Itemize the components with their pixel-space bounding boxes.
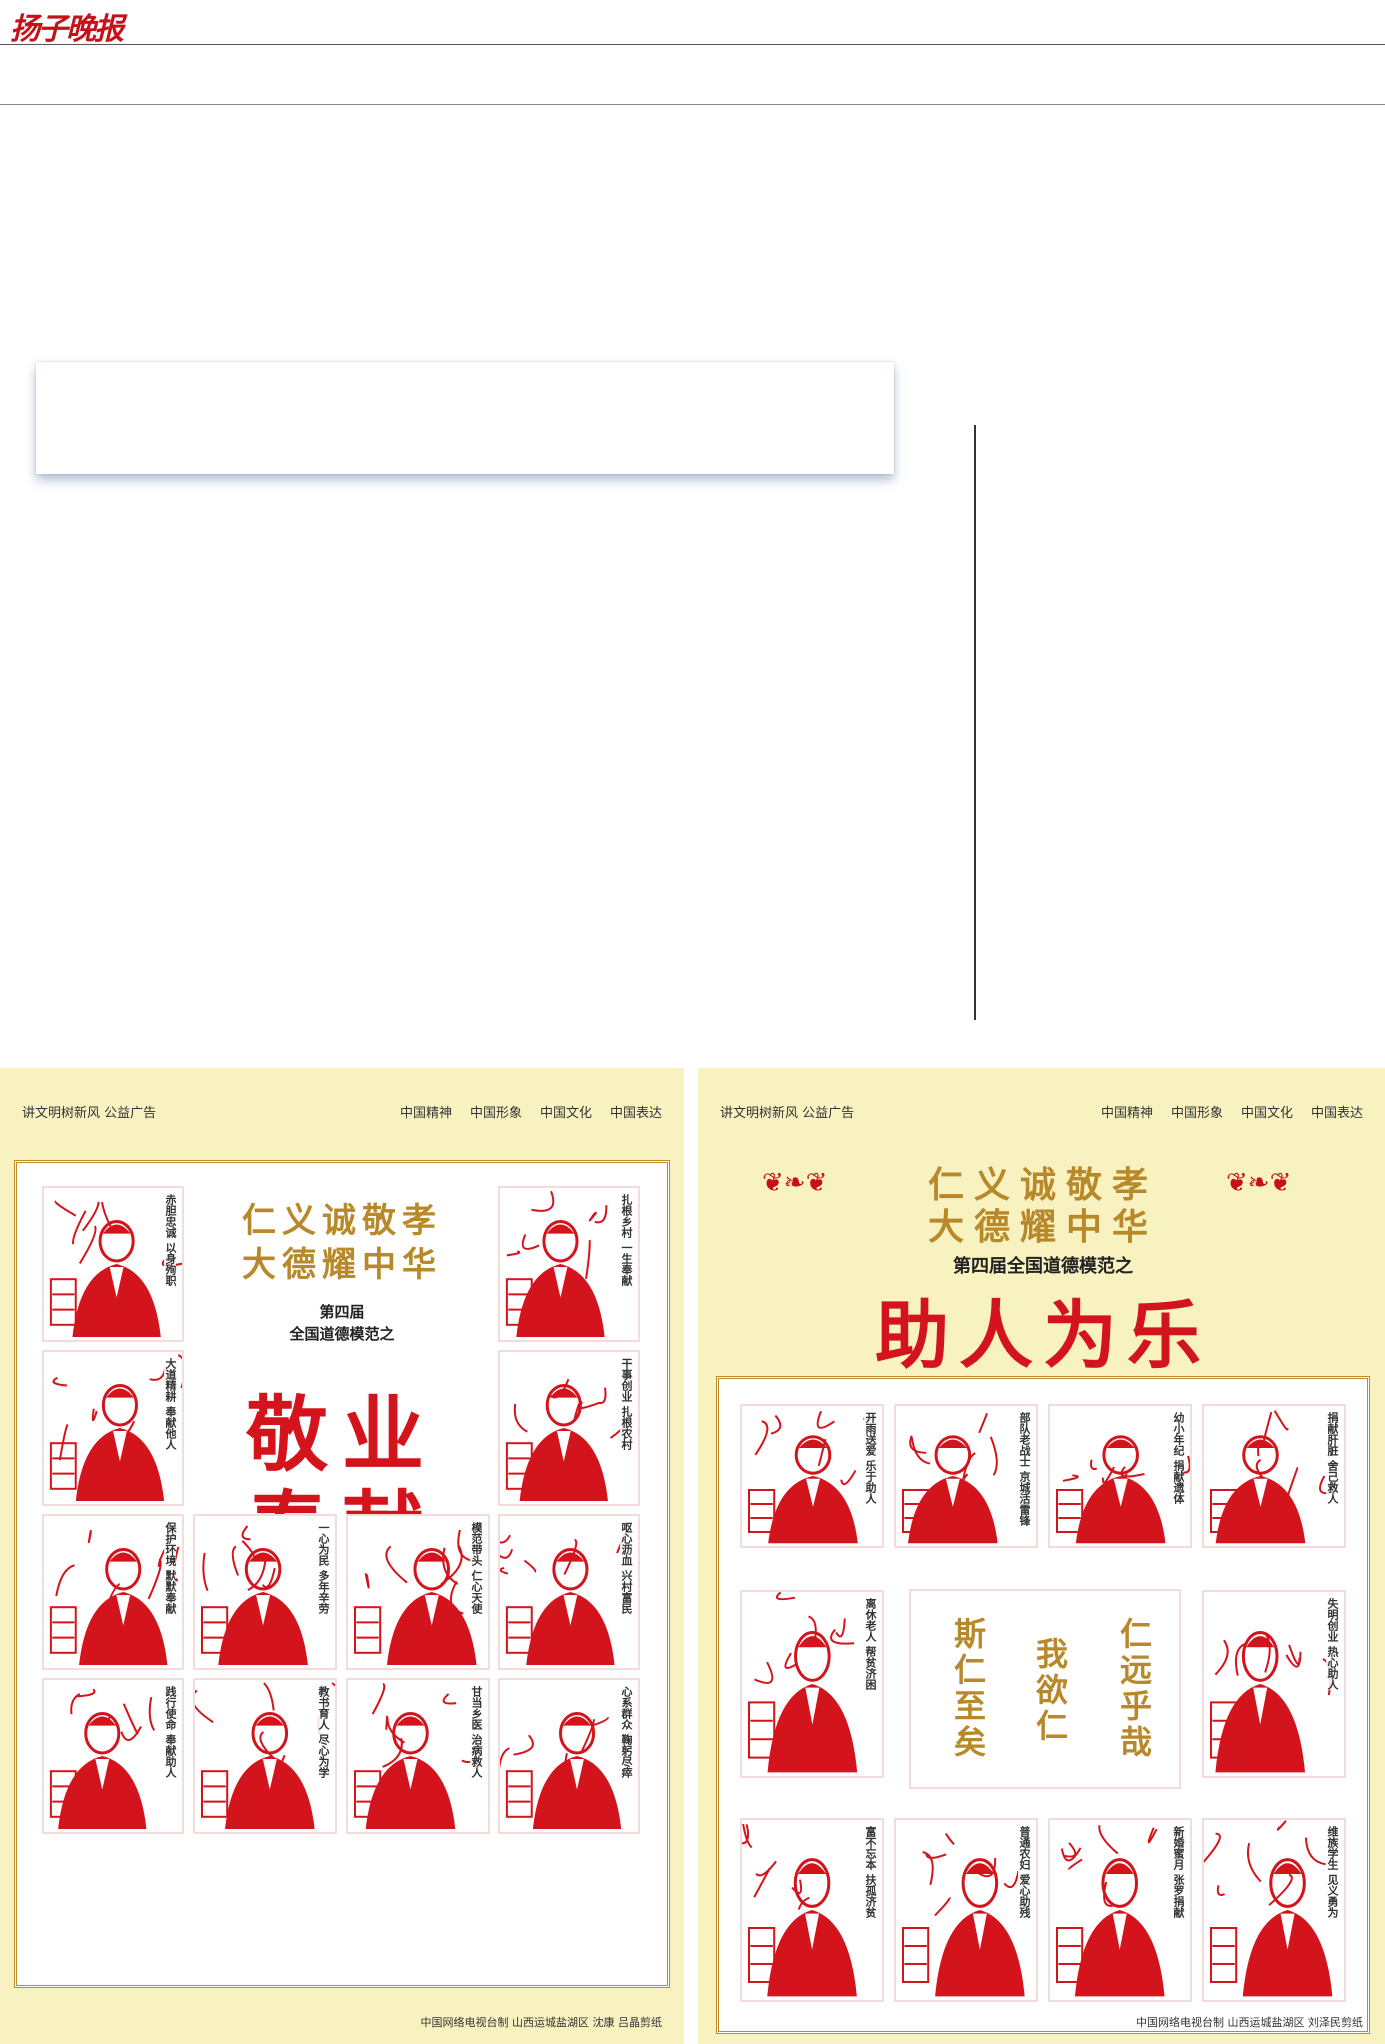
edition-line-1: 第四届 xyxy=(319,1303,365,1321)
panel-caption: 捐献肝脏 舍己救人 xyxy=(1325,1412,1339,1504)
poster-header-tags: 中国精神 中国形象 中国文化 中国表达 xyxy=(1101,1102,1363,1121)
poster-header-label: 讲文明树新风 公益广告 xyxy=(720,1106,855,1121)
header-tag: 中国精神 xyxy=(1100,1106,1153,1121)
header-tag: 中国形象 xyxy=(1170,1106,1223,1121)
papercut-panel: 扎根乡村 一生奉献 xyxy=(498,1186,640,1342)
papercut-panel: 幼小年纪 捐献遗体 xyxy=(1048,1404,1192,1548)
panel-caption: 扎根乡村 一生奉献 xyxy=(619,1194,633,1286)
poster-header-label: 讲文明树新风 公益广告 xyxy=(22,1106,157,1121)
panel-caption: 呕心沥血 兴村富民 xyxy=(619,1522,633,1614)
papercut-panel: 教书育人 尽心为学 xyxy=(193,1678,337,1834)
poster-header-tags: 中国精神 中国形象 中国文化 中国表达 xyxy=(400,1102,662,1121)
panel-caption: 部队老战士 京城活雷锋 xyxy=(1017,1412,1031,1526)
papercut-panel: 心系群众 鞠躬尽瘁 xyxy=(498,1678,640,1834)
papercut-panel: 捐献肝脏 舍己救人 xyxy=(1202,1404,1346,1548)
center-quote-box: 仁远乎哉 我欲仁 斯仁至矣 xyxy=(909,1589,1181,1789)
papercut-panel: 部队老战士 京城活雷锋 xyxy=(894,1404,1038,1548)
panel-caption: 心系群众 鞠躬尽瘁 xyxy=(619,1686,633,1778)
papercut-panel: 一心为民 多年辛劳 xyxy=(193,1514,337,1670)
papercut-panel: 保护环境 默默奉献 xyxy=(42,1514,184,1670)
panel-caption: 甘当乡医 治病救人 xyxy=(469,1686,483,1778)
swirl-ornament-right: ❦❧❦ xyxy=(1226,1168,1292,1198)
slogan-line-1: 仁义诚敬孝 xyxy=(242,1201,442,1241)
quote-column-1: 仁远乎哉 xyxy=(1115,1617,1153,1761)
header-tag: 中国表达 xyxy=(609,1106,662,1121)
papercut-panel: 开雨送爱 乐于助人 xyxy=(740,1404,884,1548)
papercut-panel: 维族学生 见义勇为 xyxy=(1202,1818,1346,2002)
panel-caption: 普通农妇 爱心助残 xyxy=(1017,1826,1031,1918)
panel-caption: 模范带头 仁心天使 xyxy=(469,1522,483,1614)
quote-column-3: 斯仁至矣 xyxy=(949,1617,987,1761)
theme-title: 助人为乐 xyxy=(875,1293,1211,1379)
quote-column-2: 我欲仁 xyxy=(1031,1637,1069,1745)
header-tag: 中国文化 xyxy=(1240,1106,1293,1121)
panel-caption: 幼小年纪 捐献遗体 xyxy=(1171,1412,1185,1504)
panel-caption: 践行使命 奉献助人 xyxy=(163,1686,177,1778)
panel-caption: 赤胆忠诚 以身殉职 xyxy=(163,1194,177,1286)
panel-caption: 教书育人 尽心为学 xyxy=(316,1686,330,1778)
panel-caption: 离休老人 帮贫济困 xyxy=(863,1598,877,1690)
panel-caption: 失明创业 热心助人 xyxy=(1325,1598,1339,1690)
panel-caption: 维族学生 见义勇为 xyxy=(1325,1826,1339,1918)
papercut-panel: 赤胆忠诚 以身殉职 xyxy=(42,1186,184,1342)
poster-dedication: 讲文明树新风 公益广告 中国精神 中国形象 中国文化 中国表达 仁义诚敬孝 大德… xyxy=(0,1068,684,2044)
panel-caption: 开雨送爱 乐于助人 xyxy=(863,1412,877,1504)
papercut-panel: 离休老人 帮贫济困 xyxy=(740,1590,884,1778)
masthead: 扬子晚报 xyxy=(0,0,1385,47)
papercut-panel: 新婚蜜月 张罗捐献 xyxy=(1048,1818,1192,2002)
panel-caption: 干事创业 扎根农村 xyxy=(619,1358,633,1450)
poster-header: 讲文明树新风 公益广告 中国精神 中国形象 中国文化 中国表达 xyxy=(22,1102,662,1122)
blank-notice-box xyxy=(36,362,894,474)
panel-caption: 一心为民 多年辛劳 xyxy=(316,1522,330,1614)
header-tag: 中国精神 xyxy=(399,1106,452,1121)
poster-helping-others: 讲文明树新风 公益广告 中国精神 中国形象 中国文化 中国表达 ❦❧❦ ❦❧❦ … xyxy=(698,1068,1385,2044)
theme-line-1: 敬业 xyxy=(245,1387,438,1483)
slogan-line-1: 仁义诚敬孝 xyxy=(927,1164,1158,1206)
poster-credit: 中国网络电视台制 山西运城盐湖区 沈康 吕晶剪纸 xyxy=(420,2016,663,2029)
panel-caption: 保护环境 默默奉献 xyxy=(163,1522,177,1614)
edition-line-2: 全国道德模范之 xyxy=(289,1325,395,1343)
header-tag: 中国表达 xyxy=(1310,1106,1363,1121)
papercut-panel: 呕心沥血 兴村富民 xyxy=(498,1514,640,1670)
header-tag: 中国形象 xyxy=(469,1106,522,1121)
poster-credit: 中国网络电视台制 山西运城盐湖区 刘泽民剪纸 xyxy=(1136,2016,1363,2029)
papercut-panel: 富不忘本 扶孤济贫 xyxy=(740,1818,884,2002)
papercut-panel: 干事创业 扎根农村 xyxy=(498,1350,640,1506)
header-tag: 中国文化 xyxy=(539,1106,592,1121)
papercut-panel: 模范带头 仁心天使 xyxy=(346,1514,490,1670)
panel-caption: 新婚蜜月 张罗捐献 xyxy=(1171,1826,1185,1918)
papercut-panel: 践行使命 奉献助人 xyxy=(42,1678,184,1834)
papercut-panel: 大道精耕 奉献他人 xyxy=(42,1350,184,1506)
panel-caption: 富不忘本 扶孤济贫 xyxy=(863,1826,877,1918)
papercut-panel: 甘当乡医 治病救人 xyxy=(346,1678,490,1834)
newspaper-logo: 扬子晚报 xyxy=(10,12,124,47)
poster-header: 讲文明树新风 公益广告 中国精神 中国形象 中国文化 中国表达 xyxy=(720,1102,1363,1122)
papercut-panel: 普通农妇 爱心助残 xyxy=(894,1818,1038,2002)
slogan-line-2: 大德耀中华 xyxy=(242,1245,442,1285)
panel-caption: 大道精耕 奉献他人 xyxy=(163,1358,177,1450)
edition-line: 第四届全国道德模范之 xyxy=(953,1256,1133,1277)
header-rule xyxy=(0,104,1385,105)
slogan-line-2: 大德耀中华 xyxy=(927,1206,1158,1248)
swirl-ornament-left: ❦❧❦ xyxy=(762,1168,828,1198)
papercut-panel: 失明创业 热心助人 xyxy=(1202,1590,1346,1778)
column-divider xyxy=(974,425,976,1020)
